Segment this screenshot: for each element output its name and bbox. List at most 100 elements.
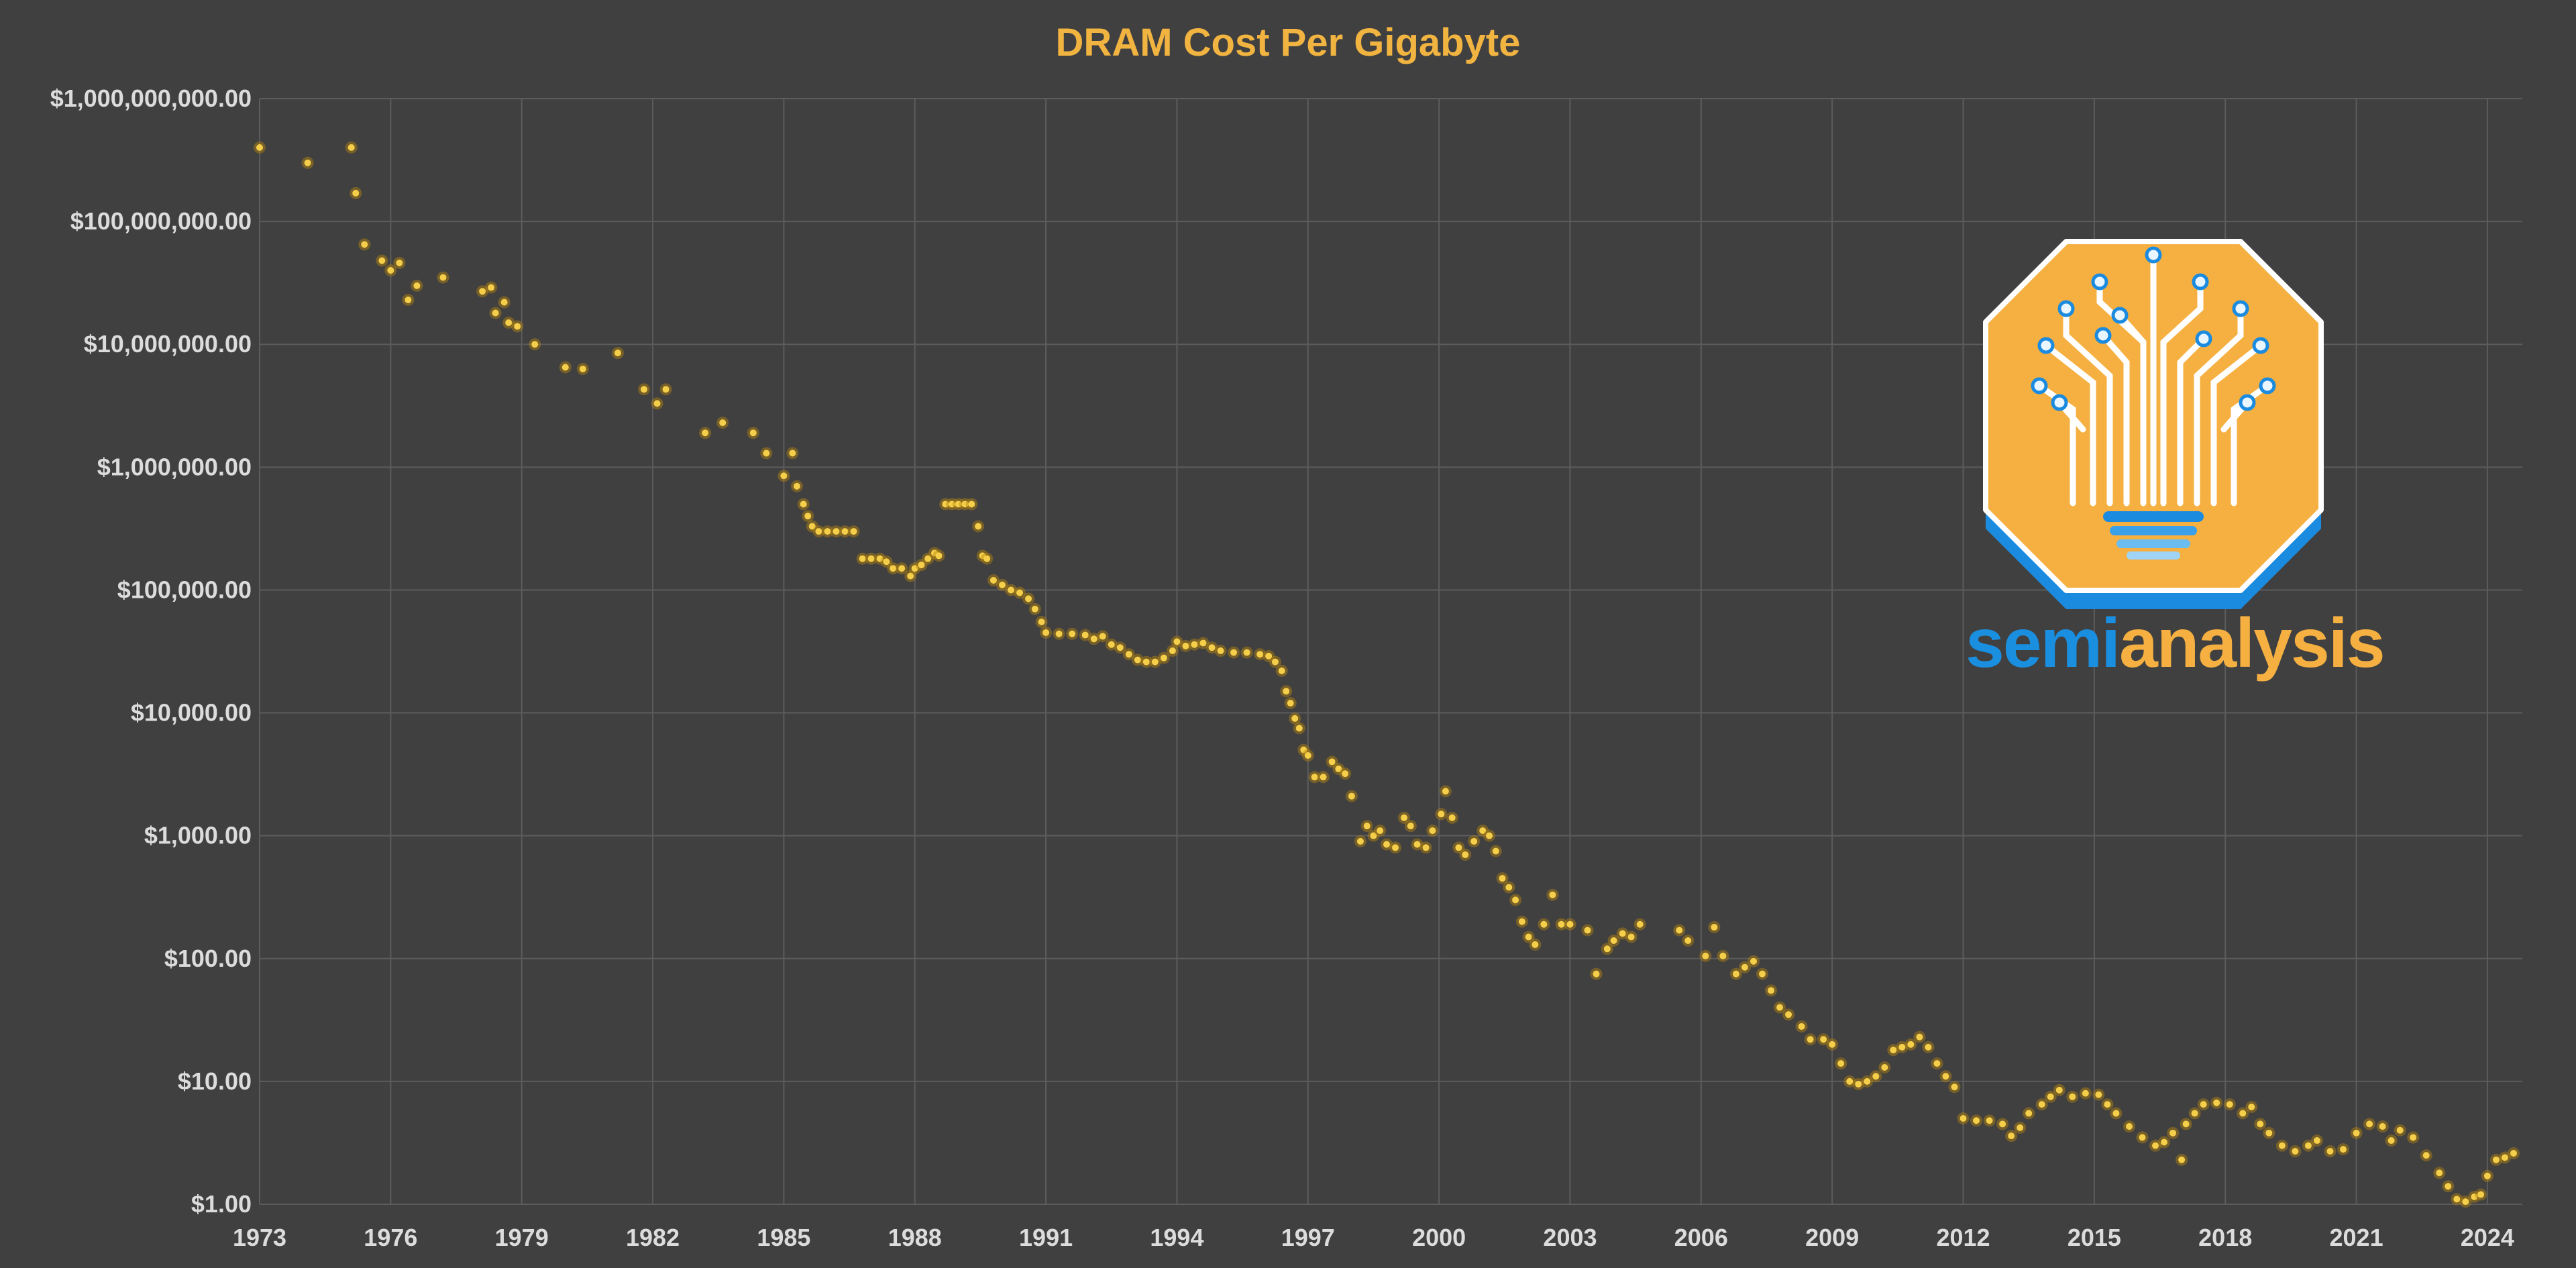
data-point bbox=[1169, 647, 1176, 655]
data-point bbox=[1438, 810, 1445, 818]
data-point bbox=[1348, 792, 1355, 800]
data-point bbox=[2436, 1169, 2443, 1177]
data-point bbox=[1846, 1077, 1854, 1085]
data-point bbox=[1855, 1080, 1862, 1088]
x-tick-label: 2003 bbox=[1543, 1224, 1597, 1251]
x-tick-label: 1988 bbox=[888, 1224, 942, 1251]
logo-circuit-traces bbox=[2036, 252, 2271, 507]
circuit-node bbox=[2057, 300, 2075, 317]
data-point bbox=[1486, 832, 1493, 839]
circuit-node bbox=[2259, 377, 2276, 394]
data-point bbox=[800, 500, 807, 508]
data-point bbox=[378, 257, 386, 264]
data-point bbox=[2055, 1086, 2063, 1094]
semianalysis-logo bbox=[1983, 239, 2324, 609]
data-point bbox=[2104, 1101, 2111, 1108]
data-point bbox=[1230, 649, 1238, 656]
data-point bbox=[975, 523, 982, 530]
data-point bbox=[1798, 1023, 1805, 1031]
data-point bbox=[955, 500, 962, 508]
data-point bbox=[1429, 827, 1436, 835]
data-point bbox=[2169, 1129, 2177, 1137]
data-point bbox=[850, 528, 857, 535]
data-point bbox=[1540, 920, 1548, 928]
data-point bbox=[749, 429, 757, 437]
x-tick-label: 1997 bbox=[1281, 1224, 1335, 1251]
data-point bbox=[2069, 1093, 2076, 1100]
data-point bbox=[1377, 827, 1384, 835]
data-point bbox=[824, 528, 831, 535]
data-point bbox=[1413, 841, 1421, 848]
bulb-base-stripe bbox=[2110, 526, 2197, 535]
data-point bbox=[2477, 1191, 2485, 1198]
data-point bbox=[1031, 605, 1038, 613]
data-point bbox=[1042, 629, 1050, 636]
data-point bbox=[256, 144, 263, 151]
data-point bbox=[907, 572, 914, 580]
data-point bbox=[2017, 1124, 2024, 1131]
data-point bbox=[1055, 630, 1063, 637]
data-point bbox=[1758, 970, 1766, 978]
data-point bbox=[2304, 1142, 2312, 1149]
data-point bbox=[890, 565, 897, 572]
circuit-trace bbox=[2043, 342, 2096, 507]
x-tick-label: 2009 bbox=[1805, 1224, 1859, 1251]
data-point bbox=[2095, 1091, 2102, 1098]
data-point bbox=[1265, 652, 1273, 659]
circuit-node bbox=[2239, 394, 2256, 411]
data-point bbox=[1256, 651, 1264, 658]
circuit-node bbox=[2192, 273, 2209, 290]
data-point bbox=[1448, 814, 1456, 821]
data-point bbox=[780, 472, 788, 480]
x-tick-label: 1991 bbox=[1019, 1224, 1073, 1251]
data-point bbox=[942, 500, 949, 508]
data-point bbox=[1243, 649, 1250, 656]
circuit-node bbox=[2031, 377, 2048, 394]
data-point bbox=[763, 450, 770, 457]
data-point bbox=[2501, 1154, 2508, 1161]
x-tick-label: 2015 bbox=[2068, 1224, 2121, 1251]
data-point bbox=[2313, 1137, 2320, 1145]
data-point bbox=[1479, 827, 1487, 835]
data-point bbox=[387, 266, 394, 274]
x-tick-label: 2006 bbox=[1674, 1224, 1728, 1251]
data-point bbox=[1090, 635, 1097, 643]
data-point bbox=[1820, 1036, 1827, 1043]
data-point bbox=[1295, 725, 1303, 732]
data-point bbox=[2248, 1103, 2255, 1110]
data-point bbox=[2008, 1132, 2015, 1140]
data-point bbox=[1898, 1043, 1906, 1051]
circuit-node bbox=[2094, 327, 2112, 344]
data-point bbox=[1750, 957, 1757, 965]
x-tick-label: 1973 bbox=[233, 1224, 286, 1251]
circuit-node bbox=[2091, 273, 2108, 290]
data-point bbox=[1160, 654, 1167, 662]
data-point bbox=[2353, 1129, 2360, 1137]
data-point bbox=[352, 189, 360, 197]
data-point bbox=[1335, 765, 1342, 773]
y-tick-label: $100,000.00 bbox=[117, 576, 252, 603]
chart-title: DRAM Cost Per Gigabyte bbox=[1055, 21, 1521, 64]
data-point bbox=[396, 259, 403, 266]
circuit-trace bbox=[2063, 305, 2113, 507]
data-point bbox=[1173, 638, 1181, 645]
data-point bbox=[1584, 927, 1591, 934]
data-point bbox=[561, 364, 569, 371]
data-point bbox=[531, 341, 539, 348]
data-point bbox=[1532, 941, 1539, 948]
data-point bbox=[1829, 1041, 1836, 1048]
data-point bbox=[1217, 647, 1224, 655]
data-point bbox=[876, 555, 883, 562]
circuit-trace bbox=[2231, 382, 2271, 507]
data-point bbox=[1619, 930, 1626, 937]
data-point bbox=[1960, 1115, 1967, 1122]
data-point bbox=[662, 386, 669, 393]
y-tick-label: $1.00 bbox=[191, 1190, 252, 1218]
data-point bbox=[1300, 746, 1307, 753]
data-point bbox=[961, 500, 969, 508]
data-point bbox=[1719, 952, 1727, 959]
data-point bbox=[789, 450, 796, 457]
data-point bbox=[1401, 814, 1408, 821]
x-tick-label: 1976 bbox=[364, 1224, 417, 1251]
